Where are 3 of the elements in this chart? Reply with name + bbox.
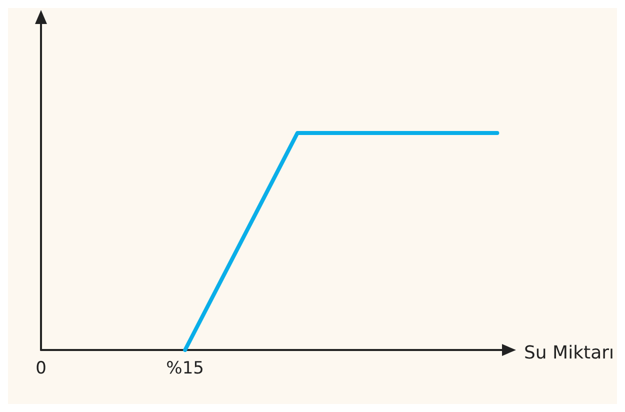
x-axis-title: Su Miktarı bbox=[524, 342, 614, 364]
x-tick-label: %15 bbox=[166, 358, 204, 378]
x-tick-label: 0 bbox=[36, 358, 46, 378]
